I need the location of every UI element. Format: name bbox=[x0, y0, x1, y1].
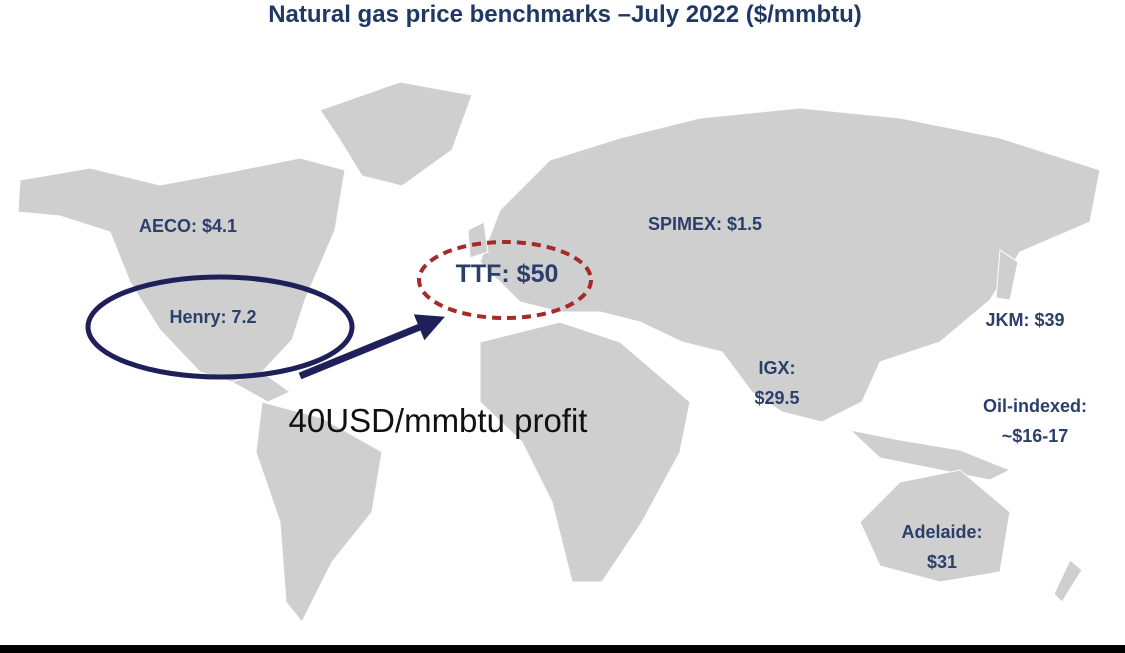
south-america bbox=[255, 401, 383, 623]
price-label: IGX: bbox=[758, 358, 795, 378]
price-label: Oil-indexed: bbox=[983, 396, 1087, 416]
africa bbox=[479, 321, 691, 583]
title: Natural gas price benchmarks –July 2022 … bbox=[268, 1, 862, 28]
henry-circle bbox=[85, 274, 355, 380]
eurasia bbox=[479, 107, 1101, 423]
australia bbox=[859, 469, 1011, 583]
new-zealand bbox=[1053, 559, 1083, 603]
price-label: ~$16-17 bbox=[1002, 426, 1069, 446]
greenland bbox=[319, 81, 473, 187]
price-label: SPIMEX: $1.5 bbox=[648, 214, 762, 234]
world-map bbox=[17, 81, 1101, 623]
annotation: 40USD/mmbtu profit bbox=[289, 402, 588, 439]
price-label: $29.5 bbox=[754, 388, 799, 408]
price-label: Adelaide: bbox=[901, 522, 982, 542]
north-america bbox=[17, 157, 346, 383]
price-label: AECO: $4.1 bbox=[139, 216, 237, 236]
japan bbox=[995, 249, 1019, 301]
arrow bbox=[298, 314, 445, 380]
uk bbox=[467, 221, 489, 259]
price-label: $31 bbox=[927, 552, 957, 572]
price-label: JKM: $39 bbox=[985, 310, 1064, 330]
price-label: TTF: $50 bbox=[456, 260, 559, 288]
price-label: Henry: 7.2 bbox=[169, 307, 256, 327]
indonesia bbox=[848, 429, 1012, 481]
ttf-circle bbox=[417, 240, 593, 320]
bottom-bar bbox=[0, 645, 1125, 653]
